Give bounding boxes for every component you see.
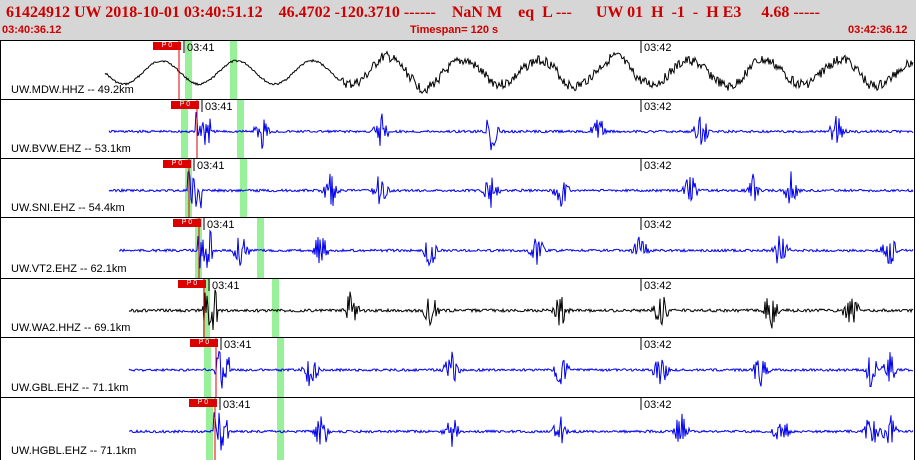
phase-window-marker xyxy=(185,41,192,99)
channel-row[interactable]: P 0 03:41 03:42 UW.WA2.HHZ -- 69.1km xyxy=(0,278,915,337)
end-time: 03:42:36.12 xyxy=(848,24,908,36)
waveform-trace xyxy=(104,50,914,94)
phase-window-marker xyxy=(240,159,247,217)
phase-window-marker xyxy=(181,100,188,158)
time-bar: 03:40:36.12 Timespan= 120 s 03:42:36.12 xyxy=(0,24,916,38)
time-tick-label: 03:42 xyxy=(644,280,672,292)
p-pick-tag[interactable]: P 0 xyxy=(173,219,201,227)
channel-row[interactable]: P 0 03:41 03:42 UW.GBL.EHZ -- 71.1km xyxy=(0,337,915,397)
time-tick-label: 03:41 xyxy=(223,399,251,411)
waveform-canvas xyxy=(128,279,914,337)
channel-row[interactable]: P 0 03:41 03:42 UW.HGBL.EHZ -- 71.1km xyxy=(0,397,915,460)
time-tick-label: 03:41 xyxy=(212,280,240,292)
waveform-trace xyxy=(128,412,914,451)
channel-label: UW.HGBL.EHZ -- 71.1km xyxy=(11,445,137,457)
waveform-trace xyxy=(108,112,914,151)
time-tick-label: 03:41 xyxy=(205,101,233,113)
phase-window-marker xyxy=(277,398,284,460)
time-tick-label: 03:41 xyxy=(187,42,215,54)
waveform-trace xyxy=(128,289,914,331)
p-pick-tag[interactable]: P 0 xyxy=(178,280,206,288)
p-pick-tag[interactable]: P 0 xyxy=(171,101,199,109)
channel-label: UW.BVW.EHZ -- 53.1km xyxy=(11,143,131,155)
time-tick-label: 03:42 xyxy=(644,160,672,172)
start-time: 03:40:36.12 xyxy=(2,24,62,36)
time-tick-label: 03:42 xyxy=(644,101,672,113)
channel-row[interactable]: P 0 03:41 03:42 UW.SNI.EHZ -- 54.4km xyxy=(0,158,915,217)
channel-row[interactable]: P 0 03:41 03:42 UW.VT2.EHZ -- 62.1km xyxy=(0,217,915,278)
channel-label: UW.VT2.EHZ -- 62.1km xyxy=(11,263,127,275)
waveform-canvas xyxy=(128,338,913,397)
time-tick-label: 03:41 xyxy=(197,160,225,172)
phase-window-marker xyxy=(277,338,284,397)
p-pick-tag[interactable]: P 0 xyxy=(163,160,191,168)
phase-window-marker xyxy=(206,398,213,460)
waveform-canvas xyxy=(104,41,914,99)
event-info-line: 61424912 UW 2018-10-01 03:40:51.12 46.47… xyxy=(6,4,820,21)
time-tick-label: 03:42 xyxy=(644,219,672,231)
phase-window-marker xyxy=(230,41,237,99)
p-pick-tag[interactable]: P 0 xyxy=(189,399,217,407)
channel-label: UW.WA2.HHZ -- 69.1km xyxy=(11,322,131,334)
waveform-trace xyxy=(108,169,914,209)
waveform-trace xyxy=(128,350,913,389)
p-pick-tag[interactable]: P 0 xyxy=(153,42,181,50)
channel-label: UW.SNI.EHZ -- 54.4km xyxy=(11,202,125,214)
channel-row[interactable]: P 0 03:41 03:42 UW.MDW.HHZ -- 49.2km xyxy=(0,40,915,99)
phase-window-marker xyxy=(272,279,279,337)
timespan: Timespan= 120 s xyxy=(410,24,499,36)
channel-label: UW.GBL.EHZ -- 71.1km xyxy=(11,382,129,394)
time-tick-label: 03:42 xyxy=(644,339,672,351)
time-tick-label: 03:41 xyxy=(207,219,235,231)
waveform-canvas xyxy=(128,398,914,460)
event-header: 61424912 UW 2018-10-01 03:40:51.12 46.47… xyxy=(0,0,916,40)
phase-window-marker xyxy=(257,218,264,278)
waveform-trace xyxy=(118,229,914,269)
time-tick-label: 03:41 xyxy=(224,339,252,351)
time-tick-label: 03:42 xyxy=(644,399,672,411)
phase-window-marker xyxy=(237,100,244,158)
time-tick-label: 03:42 xyxy=(644,42,672,54)
phase-window-marker xyxy=(204,338,211,397)
waveform-canvas xyxy=(108,100,914,158)
waveform-canvas xyxy=(108,159,914,217)
channel-label: UW.MDW.HHZ -- 49.2km xyxy=(11,84,134,96)
seismogram-panel: P 0 03:41 03:42 UW.MDW.HHZ -- 49.2km P 0 03:4… xyxy=(0,40,916,460)
p-pick-tag[interactable]: P 0 xyxy=(190,339,218,347)
waveform-canvas xyxy=(118,218,914,278)
channel-row[interactable]: P 0 03:41 03:42 UW.BVW.EHZ -- 53.1km xyxy=(0,99,915,158)
